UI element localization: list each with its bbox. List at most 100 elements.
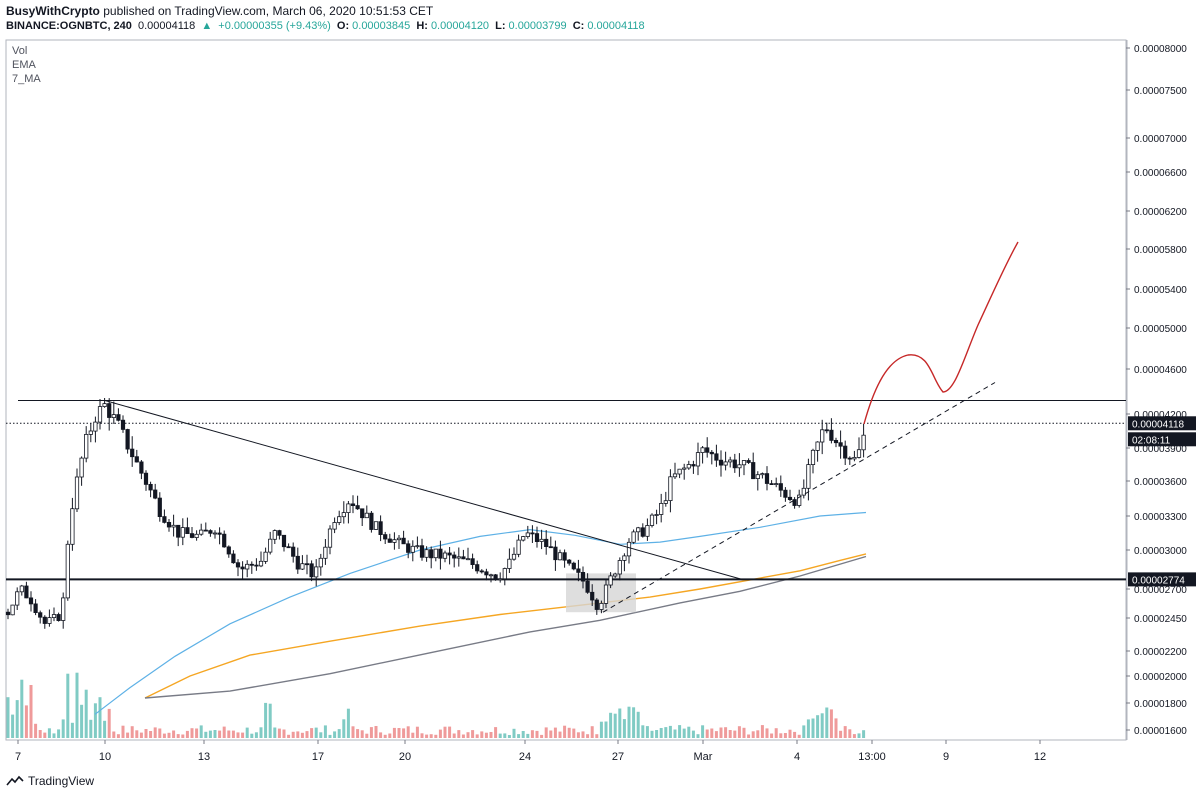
candle-body <box>525 532 530 538</box>
volume-bar <box>231 730 235 738</box>
up-arrow-icon: ▲ <box>201 20 213 32</box>
volume-bar <box>185 730 189 738</box>
volume-bar <box>11 714 15 738</box>
candle-body <box>787 496 793 500</box>
legend-ema[interactable]: EMA <box>12 59 36 71</box>
volume-bar <box>259 727 263 738</box>
candle-body <box>603 584 609 604</box>
candle-body <box>84 433 89 459</box>
volume-bar <box>636 711 640 738</box>
candle-body <box>728 459 733 463</box>
volume-bar <box>728 730 732 738</box>
candle-body <box>442 552 448 559</box>
candle-body <box>93 421 98 432</box>
volume-bar <box>328 734 332 738</box>
volume-bar <box>98 697 102 738</box>
volume-bar <box>61 719 65 738</box>
tradingview-logo-icon <box>6 775 24 786</box>
volume-bar <box>195 728 199 738</box>
volume-bar <box>622 719 626 738</box>
plot-area <box>5 39 1127 741</box>
volume-bar <box>659 728 663 738</box>
volume-bar <box>130 726 134 738</box>
y-tick-label: 0.00005000 <box>1134 324 1187 335</box>
y-tick-label: 0.00007000 <box>1134 134 1187 145</box>
ascending-trendline <box>602 382 996 613</box>
volume-bar <box>43 732 47 738</box>
candle-body <box>134 456 139 463</box>
volume-bar <box>319 732 323 738</box>
candle-body <box>383 534 388 540</box>
y-tick-label: 0.00004200 <box>1134 410 1187 421</box>
volume-bar <box>806 719 810 738</box>
volume-bar <box>489 732 493 738</box>
volume-bar <box>852 734 856 738</box>
candle-body <box>774 483 779 486</box>
volume-bar <box>365 733 369 738</box>
volume-bar <box>590 726 594 738</box>
legend-vol[interactable]: Vol <box>12 45 28 57</box>
candle-body <box>401 537 406 545</box>
ohlc-line: BINANCE:OGNBTC, 240 0.00004118 ▲ +0.0000… <box>6 20 648 32</box>
y-tick-label: 0.00007500 <box>1134 86 1187 97</box>
volume-bar <box>613 713 617 738</box>
candle-body <box>755 474 760 480</box>
volume-bar <box>144 729 148 738</box>
candle-body <box>180 527 185 538</box>
volume-bar <box>356 729 360 738</box>
candle-body <box>171 524 176 528</box>
candle-body <box>185 527 190 534</box>
volume-bar <box>719 727 723 738</box>
candle-body <box>254 564 259 567</box>
volume-bar <box>241 732 245 738</box>
x-tick-label: 9 <box>943 751 949 763</box>
candle-body <box>295 555 300 570</box>
candle-body <box>801 487 806 496</box>
candle-body <box>682 467 687 470</box>
volume-bar <box>388 733 392 738</box>
volume-bar <box>406 726 410 738</box>
candle-body <box>327 528 333 548</box>
volume-bar <box>774 728 778 738</box>
author-name[interactable]: BusyWithCrypto <box>6 4 100 18</box>
volume-bar <box>47 728 51 738</box>
volume-bar <box>199 725 203 738</box>
volume-bar <box>848 729 852 738</box>
candle-body <box>42 616 47 624</box>
volume-bar <box>337 729 341 738</box>
change-value: +0.00000355 (+9.43%) <box>218 20 331 32</box>
volume-bar <box>379 732 383 738</box>
candle-body <box>746 460 751 463</box>
volume-bar <box>383 734 387 738</box>
volume-bar <box>586 734 590 738</box>
candle-body <box>281 534 287 548</box>
volume-bar <box>747 734 751 738</box>
candle-body <box>636 527 641 533</box>
volume-bar <box>300 732 304 738</box>
candle-body <box>410 545 415 553</box>
candle-body <box>649 514 655 526</box>
candle-body <box>479 570 484 573</box>
x-tick-label: 20 <box>399 751 411 763</box>
volume-bar <box>93 703 97 738</box>
volume-bar <box>641 725 645 738</box>
candle-body <box>346 503 351 513</box>
volume-bar <box>351 726 355 738</box>
candle-body <box>314 566 319 578</box>
candle-body <box>507 558 512 569</box>
volume-bar <box>52 733 56 738</box>
candle-body <box>10 604 15 616</box>
candle-body <box>203 529 208 532</box>
volume-bar <box>346 708 350 738</box>
volume-bar <box>609 712 613 738</box>
y-tick-label: 0.00001800 <box>1134 699 1187 710</box>
candle-body <box>553 546 558 561</box>
x-tick-label: Mar <box>694 751 713 763</box>
support-badge-bg <box>1128 572 1196 587</box>
legend-ma[interactable]: 7_MA <box>12 73 41 85</box>
candle-body <box>74 476 80 510</box>
x-tick-label: 12 <box>1034 751 1046 763</box>
volume-bar <box>277 728 281 738</box>
x-tick-label: 13:00 <box>858 751 886 763</box>
